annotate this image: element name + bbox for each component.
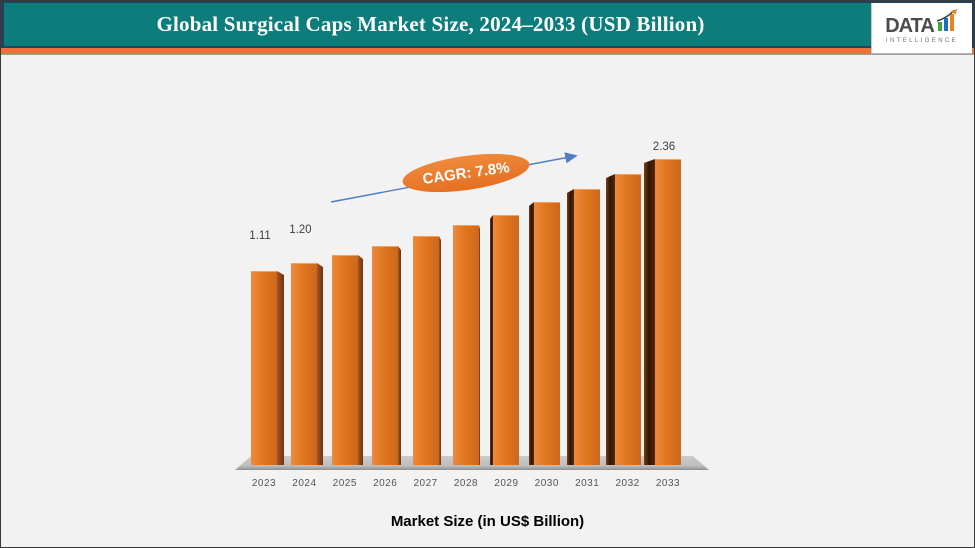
- bar-side-face: [317, 263, 323, 465]
- x-axis-label-2023: 2023: [251, 478, 277, 489]
- data-label-2023: 1.11: [249, 230, 271, 242]
- bar-side-face: [479, 225, 480, 465]
- header-banner: Global Surgical Caps Market Size, 2024–2…: [1, 1, 974, 55]
- bar-2029: [490, 215, 519, 465]
- bar-front-face: [493, 215, 519, 465]
- header-orange-strip: [1, 48, 974, 55]
- bar-2032: [606, 174, 641, 465]
- bar-side-face: [277, 271, 284, 465]
- bar-2023: [251, 271, 284, 465]
- bar-2024: [291, 263, 323, 465]
- bar-front-face: [453, 225, 479, 465]
- bar-2030: [529, 202, 560, 465]
- bar-2033: [644, 159, 681, 465]
- logo-subtitle: INTELLIGENCE: [885, 37, 959, 44]
- bar-front-face: [655, 159, 681, 465]
- cagr-annotation-text: CAGR: 7.8%: [421, 158, 511, 188]
- logo: DATA INTELLIGENCE: [871, 3, 972, 54]
- x-axis-label-2028: 2028: [453, 478, 479, 489]
- bar-side-face: [529, 202, 534, 465]
- x-axis-label-2030: 2030: [534, 478, 559, 489]
- data-label-2033: 2.36: [652, 141, 676, 153]
- x-axis-label-2029: 2029: [494, 478, 519, 489]
- bar-front-face: [332, 255, 358, 465]
- bar-2026: [372, 246, 401, 465]
- page-title: Global Surgical Caps Market Size, 2024–2…: [156, 12, 705, 36]
- bar-2025: [332, 255, 363, 465]
- bar-front-face: [534, 202, 560, 465]
- bar-front-face: [251, 271, 277, 465]
- bar-side-face: [606, 174, 615, 465]
- bar-side-face: [398, 246, 401, 465]
- logo-row: DATA: [885, 8, 959, 37]
- x-axis-label-2031: 2031: [575, 478, 600, 489]
- header-divider: [1, 46, 974, 48]
- bar-2027: [413, 236, 441, 465]
- x-axis-label-2026: 2026: [373, 478, 398, 489]
- bar-front-face: [615, 174, 641, 465]
- bar-front-face: [413, 236, 439, 465]
- bar-side-face: [490, 215, 493, 465]
- x-axis-label-2025: 2025: [332, 478, 357, 489]
- bar-front-face: [574, 189, 600, 465]
- x-axis-label-2027: 2027: [413, 478, 438, 489]
- x-axis-label-2032: 2032: [615, 478, 640, 489]
- logo-wordmark: DATA: [885, 14, 935, 37]
- bar-side-face: [567, 189, 574, 465]
- bar-front-face: [291, 263, 317, 465]
- x-axis-label-2033: 2033: [655, 478, 681, 489]
- axis-title: Market Size (in US$ Billion): [390, 513, 585, 530]
- bar-side-face: [439, 236, 441, 465]
- bar-front-face: [372, 246, 398, 465]
- x-axis-label-2024: 2024: [292, 478, 317, 489]
- bar-side-face: [644, 159, 655, 465]
- bar-2028: [453, 225, 480, 465]
- header-band: Global Surgical Caps Market Size, 2024–2…: [1, 1, 974, 46]
- cagr-annotation: CAGR: 7.8%: [400, 147, 532, 199]
- logo-bars-icon: [935, 8, 959, 37]
- data-label-2024: 1.20: [289, 224, 312, 236]
- bar-2031: [567, 189, 600, 465]
- bar-side-face: [358, 255, 363, 465]
